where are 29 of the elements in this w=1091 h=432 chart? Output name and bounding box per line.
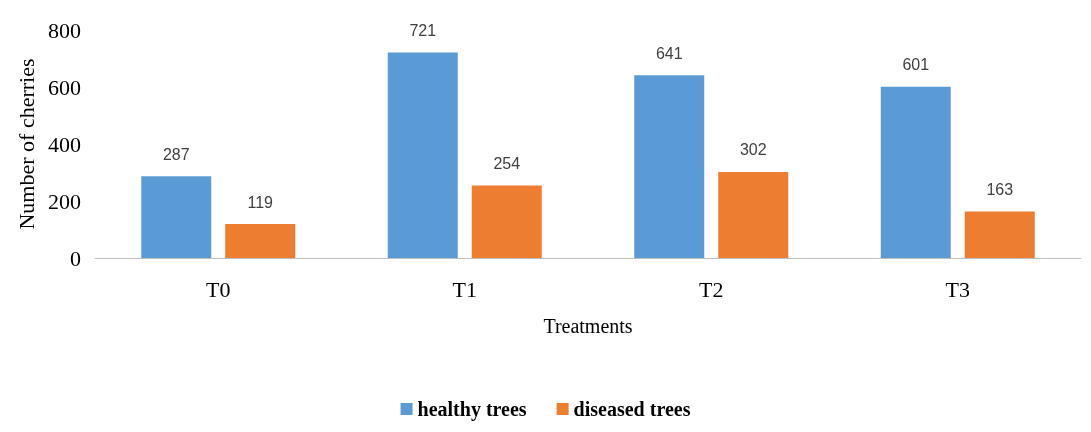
bar: [225, 224, 296, 258]
x-tick-label: T3: [945, 276, 970, 302]
bar: [964, 211, 1035, 258]
data-label: 287: [162, 145, 190, 163]
legend-label: diseased trees: [573, 398, 691, 420]
data-label: 163: [986, 181, 1014, 199]
data-label: 119: [247, 193, 274, 211]
x-tick-label: T0: [206, 276, 231, 302]
data-label: 721: [409, 22, 437, 40]
y-tick-label: 400: [48, 131, 81, 157]
y-tick-label: 600: [48, 74, 81, 100]
x-axis-title: Treatments: [543, 315, 633, 337]
data-label: 302: [739, 141, 767, 159]
y-tick-label: 200: [48, 188, 81, 214]
bar: [471, 185, 542, 258]
bar: [141, 176, 212, 258]
legend-label: healthy trees: [417, 398, 527, 421]
data-label: 641: [655, 44, 683, 62]
bar: [880, 86, 951, 258]
x-tick-label: T1: [452, 276, 477, 302]
bar: [634, 75, 705, 258]
x-tick-label: T2: [699, 276, 724, 302]
y-axis-title: Number of cherries: [13, 58, 39, 230]
bar: [718, 171, 789, 258]
y-tick-label: 0: [70, 245, 81, 271]
y-tick-label: 800: [48, 17, 81, 43]
bar: [387, 52, 458, 258]
data-label: 254: [493, 155, 521, 173]
data-label: 601: [902, 56, 930, 74]
